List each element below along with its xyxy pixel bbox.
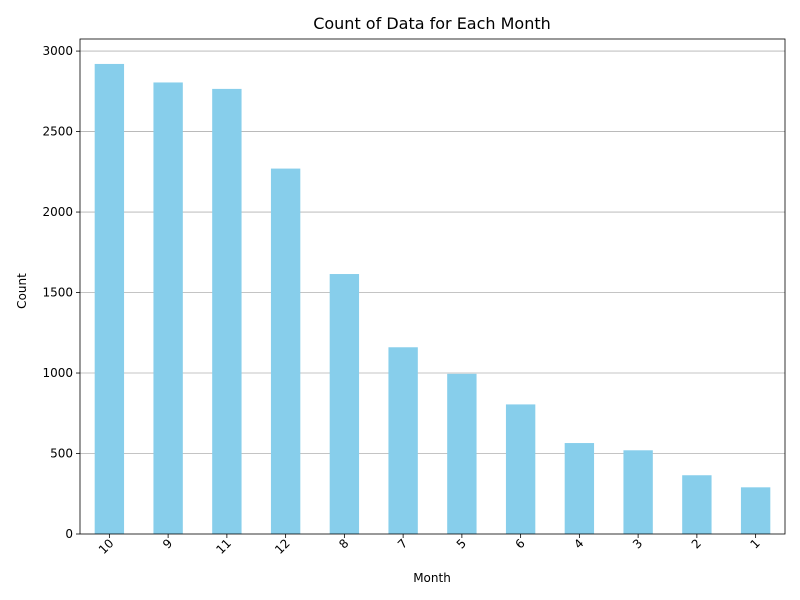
axes-frame [79,38,786,535]
chart-title: Count of Data for Each Month [313,14,551,33]
y-axis-label: Count [15,273,29,309]
y-axis-ticks: 0 500 1000 1500 2000 2500 3000 [42,44,80,541]
y-gridlines [80,50,785,454]
x-tick-label: 6 [512,536,527,551]
bar-month-9 [153,82,183,535]
x-tick-label: 4 [571,536,586,551]
x-axis-ticks: 10 9 11 12 8 7 5 6 4 3 2 1 [96,534,763,557]
y-tick-label: 500 [50,447,73,461]
bar-month-4 [564,443,595,534]
x-tick-label: 1 [747,536,762,551]
x-tick-label: 2 [689,536,704,551]
plot-frame [79,38,786,535]
bar-month-3 [623,450,653,534]
bar-month-8 [329,274,360,534]
x-tick-label: 7 [395,536,410,551]
x-tick-label: 5 [454,536,469,551]
y-tick-label: 1000 [42,366,73,380]
bar-month-7 [388,347,418,534]
bar-month-6 [505,404,536,534]
y-tick-label: 2500 [42,125,73,139]
bar-month-11 [212,88,242,534]
bar-month-10 [94,63,125,534]
x-tick-label: 9 [160,536,175,551]
bar-month-5 [447,373,477,534]
bar-month-2 [682,475,712,534]
y-tick-label: 0 [65,527,73,541]
x-tick-label: 10 [96,536,117,557]
bars [94,63,771,535]
bar-month-12 [270,168,301,534]
x-tick-label: 3 [630,536,645,551]
x-tick-label: 8 [336,536,351,551]
x-tick-label: 12 [272,536,293,557]
y-tick-label: 3000 [42,44,73,58]
y-tick-label: 1500 [42,286,73,300]
y-tick-label: 2000 [42,205,73,219]
x-axis-label: Month [413,571,451,585]
x-tick-label: 11 [213,536,234,557]
bar-month-1 [740,487,771,534]
